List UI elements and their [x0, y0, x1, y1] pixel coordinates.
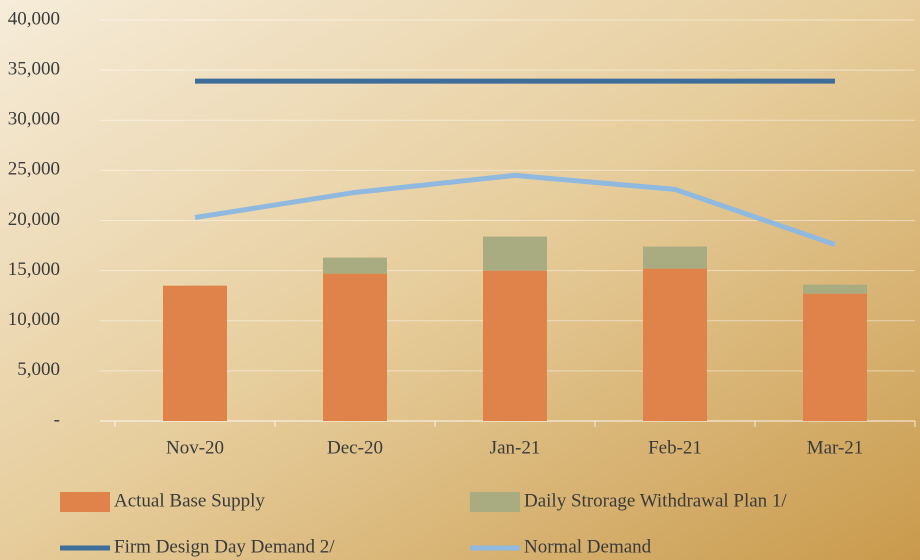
bar [643, 246, 707, 269]
y-tick-label: - [54, 409, 60, 430]
legend-label: Actual Base Supply [114, 490, 265, 511]
x-tick-label: Mar-21 [807, 437, 864, 458]
y-tick-label: 40,000 [8, 8, 60, 29]
bar [163, 285, 227, 421]
line [194, 172, 836, 247]
x-tick-label: Feb-21 [648, 437, 702, 458]
x-tick-label: Nov-20 [166, 437, 224, 458]
y-tick-label: 10,000 [8, 309, 60, 330]
bar [323, 273, 387, 421]
bar [323, 257, 387, 274]
y-tick-label: 35,000 [8, 58, 60, 79]
legend-label: Daily Strorage Withdrawal Plan 1/ [524, 490, 787, 511]
y-tick-label: 15,000 [8, 259, 60, 280]
bar [483, 236, 547, 271]
y-tick-label: 5,000 [17, 359, 60, 380]
legend-label: Normal Demand [524, 536, 652, 557]
x-tick-label: Jan-21 [490, 437, 541, 458]
legend-swatch [60, 492, 110, 512]
y-tick-label: 30,000 [8, 109, 60, 130]
legend-swatch [470, 492, 520, 512]
bar [803, 293, 867, 421]
y-tick-label: 25,000 [8, 159, 60, 180]
x-tick-label: Dec-20 [327, 437, 383, 458]
bar [643, 268, 707, 421]
bar [483, 270, 547, 421]
bar [803, 284, 867, 294]
y-tick-label: 20,000 [8, 209, 60, 230]
legend-label: Firm Design Day Demand 2/ [114, 536, 335, 557]
